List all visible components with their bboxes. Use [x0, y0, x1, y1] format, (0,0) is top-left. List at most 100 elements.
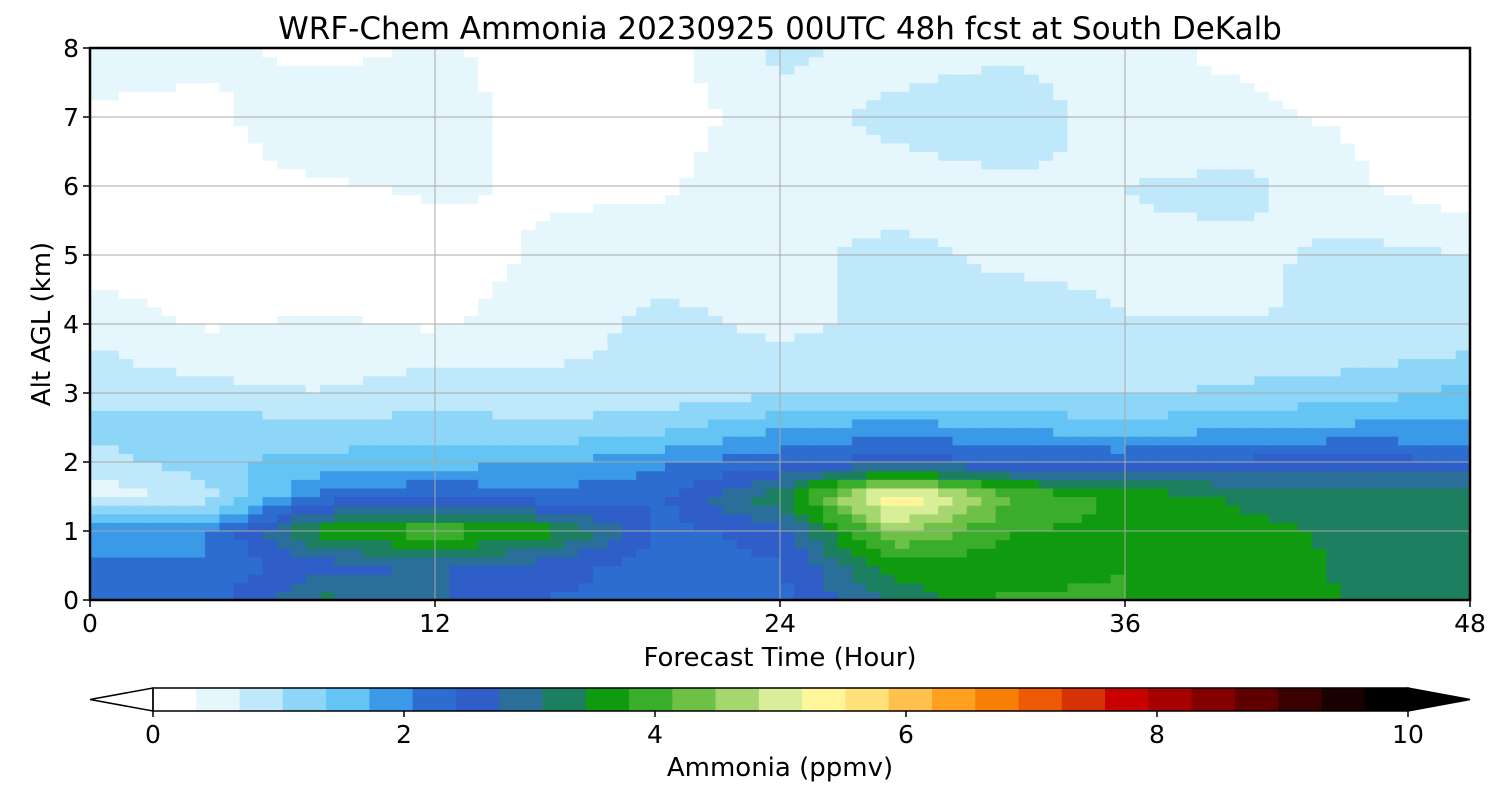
- heatmap-cell: [1398, 263, 1414, 273]
- heatmap-cell: [1096, 591, 1112, 601]
- heatmap-cell: [550, 246, 565, 256]
- heatmap-cell: [1225, 280, 1241, 291]
- heatmap-cell: [679, 401, 695, 411]
- heatmap-cell: [1412, 505, 1428, 515]
- heatmap-cell: [1168, 186, 1184, 196]
- heatmap-cell: [578, 203, 594, 213]
- heatmap-cell: [478, 565, 494, 575]
- heatmap-cell: [1024, 298, 1040, 308]
- heatmap-cell: [1110, 574, 1126, 584]
- heatmap-cell: [1441, 418, 1457, 429]
- heatmap-cell: [966, 229, 982, 239]
- heatmap-cell: [1225, 194, 1241, 204]
- heatmap-cell: [1398, 513, 1414, 523]
- heatmap-cell: [1038, 487, 1054, 498]
- heatmap-cell: [1283, 203, 1299, 213]
- heatmap-cell: [449, 548, 465, 558]
- heatmap-cell: [305, 272, 321, 282]
- heatmap-cell: [276, 505, 292, 515]
- heatmap-cell: [1081, 186, 1097, 196]
- heatmap-cell: [1196, 513, 1212, 523]
- heatmap-cell: [952, 324, 968, 334]
- heatmap-cell: [736, 289, 752, 299]
- heatmap-cell: [463, 349, 479, 360]
- heatmap-cell: [176, 324, 192, 334]
- heatmap-cell: [708, 358, 724, 368]
- heatmap-cell: [751, 341, 767, 351]
- heatmap-cell: [593, 237, 609, 247]
- heatmap-cell: [1412, 341, 1428, 351]
- heatmap-cell: [1283, 410, 1299, 420]
- heatmap-cell: [1139, 496, 1155, 506]
- heatmap-cell: [665, 289, 680, 299]
- heatmap-cell: [161, 220, 177, 230]
- heatmap-cell: [1153, 565, 1169, 575]
- heatmap-cell: [406, 332, 422, 342]
- heatmap-cell: [665, 470, 680, 480]
- heatmap-cell: [1081, 496, 1097, 506]
- heatmap-cell: [736, 565, 752, 575]
- heatmap-cell: [1297, 444, 1313, 454]
- heatmap-cell: [607, 229, 623, 239]
- heatmap-cell: [966, 436, 982, 446]
- heatmap-cell: [1110, 349, 1126, 360]
- heatmap-cell: [305, 479, 321, 489]
- heatmap-cell: [1125, 582, 1140, 592]
- heatmap-cell: [1125, 298, 1140, 308]
- heatmap-cell: [1196, 427, 1212, 437]
- heatmap-cell: [406, 186, 422, 196]
- heatmap-cell: [305, 246, 321, 256]
- heatmap-cell: [248, 393, 264, 403]
- heatmap-cell: [506, 255, 522, 265]
- heatmap-cell: [923, 375, 939, 385]
- heatmap-cell: [1398, 496, 1414, 506]
- heatmap-cell: [1168, 255, 1184, 265]
- heatmap-cell: [550, 531, 565, 541]
- heatmap-cell: [1240, 418, 1255, 429]
- heatmap-cell: [564, 410, 580, 420]
- heatmap-cell: [823, 160, 839, 170]
- heatmap-cell: [521, 427, 537, 437]
- heatmap-cell: [320, 548, 335, 558]
- heatmap-cell: [1441, 194, 1457, 204]
- heatmap-cell: [578, 211, 594, 222]
- heatmap-cell: [794, 220, 810, 230]
- heatmap-cell: [722, 177, 738, 187]
- heatmap-cell: [1211, 418, 1227, 429]
- heatmap-cell: [205, 565, 220, 575]
- heatmap-cell: [693, 211, 709, 222]
- heatmap-cell: [1355, 332, 1370, 342]
- heatmap-cell: [133, 246, 149, 256]
- heatmap-cell: [780, 574, 795, 584]
- heatmap-cell: [1139, 401, 1155, 411]
- heatmap-cell: [909, 358, 925, 368]
- heatmap-cell: [823, 263, 839, 273]
- heatmap-cell: [506, 272, 522, 282]
- heatmap-cell: [780, 168, 795, 178]
- heatmap-cell: [205, 151, 220, 161]
- heatmap-cell: [90, 186, 105, 196]
- heatmap-cell: [1355, 272, 1370, 282]
- heatmap-cell: [334, 487, 350, 498]
- heatmap-cell: [981, 332, 997, 342]
- heatmap-cell: [90, 548, 105, 558]
- heatmap-cell: [506, 444, 522, 454]
- heatmap-cell: [219, 263, 235, 273]
- heatmap-cell: [449, 298, 465, 308]
- heatmap-cell: [118, 177, 134, 187]
- heatmap-cell: [1081, 427, 1097, 437]
- heatmap-cell: [1455, 565, 1471, 575]
- heatmap-cell: [952, 358, 968, 368]
- heatmap-cell: [1283, 574, 1299, 584]
- heatmap-cell: [478, 384, 494, 394]
- heatmap-cell: [1125, 237, 1140, 247]
- heatmap-cell: [708, 582, 724, 592]
- heatmap-cell: [780, 436, 795, 446]
- heatmap-cell: [923, 306, 939, 316]
- heatmap-cell: [593, 263, 609, 273]
- heatmap-cell: [506, 367, 522, 377]
- heatmap-cell: [521, 418, 537, 429]
- heatmap-cell: [535, 556, 551, 567]
- heatmap-cell: [449, 315, 465, 325]
- heatmap-cell: [262, 255, 278, 265]
